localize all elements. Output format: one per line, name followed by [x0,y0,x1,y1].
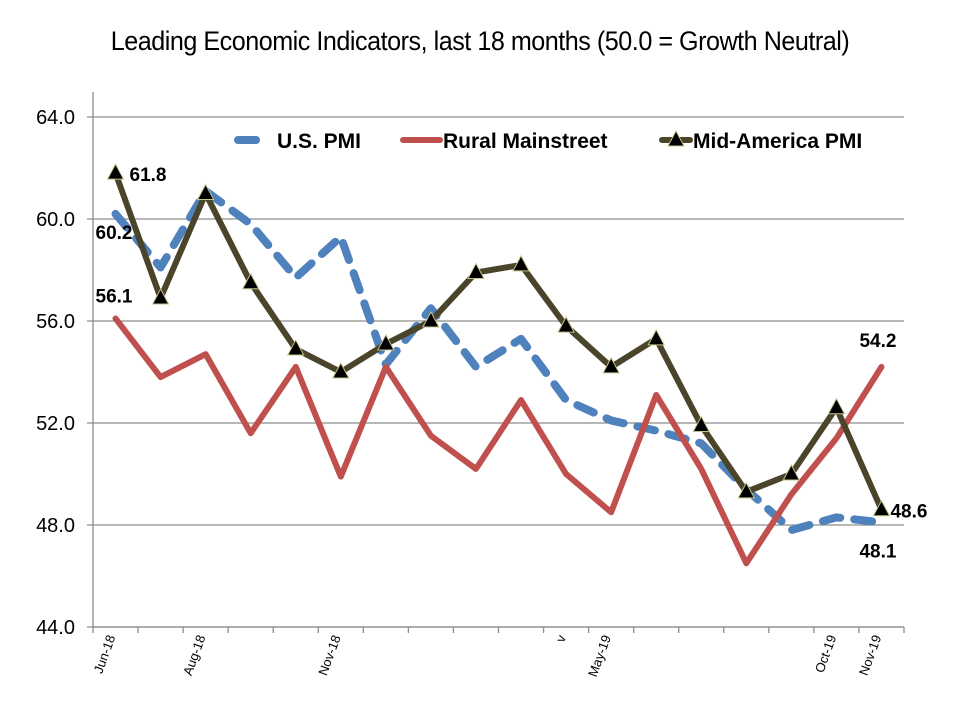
series-lines [111,170,886,567]
triangle-marker [512,254,530,272]
legend-label: U.S. PMI [277,130,361,153]
y-tick-label: 48.0 [36,515,75,537]
triangle-marker [467,262,485,280]
triangle-marker [151,287,170,305]
data-label: 61.8 [130,165,167,186]
legend-item: U.S. PMI [234,130,361,153]
triangle-marker [692,415,711,433]
triangle-marker [286,338,305,356]
triangle-marker [106,163,125,180]
data-label: 54.2 [859,331,896,352]
triangle-marker [737,481,756,499]
x-tick-label: May-19 [585,633,614,679]
y-tick-label: 44.0 [36,617,75,639]
triangle-marker [377,333,395,351]
x-tick-label: Jun-18 [91,633,119,675]
series-line-mid-america-pmi [112,170,885,513]
axes [92,92,905,633]
legend-triangle-marker [667,129,685,147]
x-tick-label: Nov-19 [856,633,884,678]
legend-label: Mid-America PMI [693,130,862,153]
y-tick-label: 56.0 [36,311,75,333]
triangle-marker [782,463,801,481]
legend-label: Rural Mainstreet [443,130,608,153]
triangle-marker [422,310,440,328]
data-label: 60.2 [96,223,133,244]
triangle-marker [647,328,666,346]
triangle-marker [557,316,575,333]
y-tick-label: 52.0 [36,413,75,435]
triangle-marker [331,361,350,379]
data-label: 48.1 [859,541,896,562]
y-tick-labels: 44.0 48.0 52.0 56.0 60.0 64.0 [36,107,75,639]
series-markers [106,163,891,517]
legend-item: Mid-America PMI [659,129,862,153]
legend: U.S. PMI Rural Mainstreet Mid-America PMI [234,129,862,153]
x-tick-label: Oct-19 [812,633,839,675]
data-labels: 61.8 60.2 56.1 54.2 48.6 48.1 [96,165,928,562]
x-tick-label: Aug-18 [180,633,208,678]
triangle-marker [196,183,215,200]
legend-item: Rural Mainstreet [400,130,608,153]
x-tick-label: Nov-18 [315,633,343,678]
chart-title: Leading Economic Indicators, last 18 mon… [110,26,850,56]
y-tick-label: 60.0 [36,209,75,231]
data-label: 56.1 [96,286,133,307]
triangle-marker [872,499,891,517]
x-tick-labels: Jun-18 Aug-18 Nov-18 v May-19 Oct-19 Nov-19 [91,632,885,678]
series-line-rural-mainstreet [112,315,885,567]
triangle-marker [602,356,620,374]
x-tick-label: v [553,632,569,644]
y-tick-label: 64.0 [36,107,75,129]
data-label: 48.6 [890,502,927,523]
triangle-marker [241,272,260,290]
triangle-marker [827,397,846,415]
